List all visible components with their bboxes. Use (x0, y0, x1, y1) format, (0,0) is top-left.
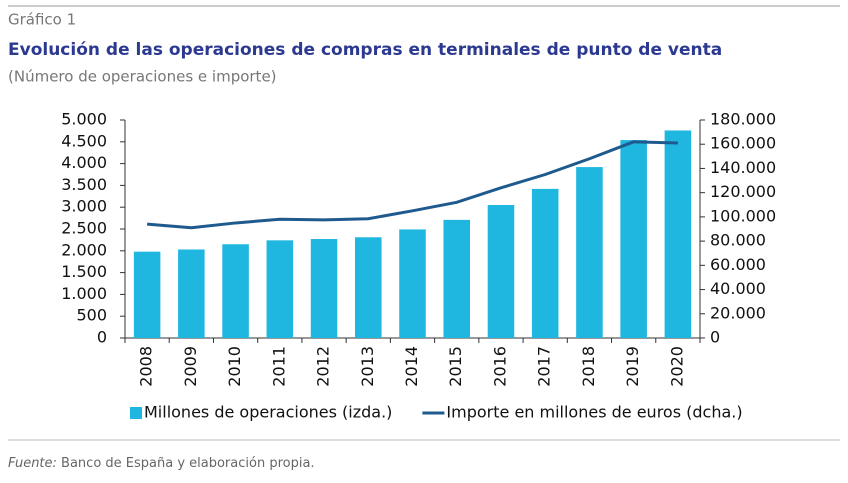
y2-tick-label: 80.000 (710, 231, 766, 250)
x-tick-label: 2011 (269, 346, 288, 387)
y2-tick-label: 100.000 (710, 206, 776, 225)
y-tick-label: 5.000 (61, 110, 107, 129)
y2-tick-label: 140.000 (710, 158, 776, 177)
x-tick-label: 2009 (181, 346, 200, 387)
x-tick-label: 2014 (402, 346, 421, 387)
x-tick-label: 2018 (579, 346, 598, 387)
y-tick-label: 1.500 (61, 262, 107, 281)
x-tick-label: 2019 (623, 346, 642, 387)
bar (576, 167, 603, 338)
y-tick-label: 3.000 (61, 197, 107, 216)
y2-tick-label: 180.000 (710, 110, 776, 129)
figure-label: Gráfico 1 (8, 11, 76, 29)
y-tick-label: 0 (97, 328, 107, 347)
bar (487, 205, 515, 338)
bar (266, 240, 294, 338)
x-tick-label: 2008 (137, 346, 156, 387)
x-tick-label: 2017 (535, 346, 554, 387)
y-tick-label: 3.500 (61, 175, 107, 194)
bar (531, 188, 559, 338)
source: Fuente: Banco de España y elaboración pr… (8, 456, 315, 471)
source-text: Banco de España y elaboración propia. (61, 456, 315, 471)
y2-tick-label: 0 (710, 328, 720, 347)
legend-swatch (130, 407, 142, 419)
y-tick-label: 1.000 (61, 284, 107, 303)
x-tick-label: 2015 (446, 346, 465, 387)
source-label: Fuente: (8, 456, 57, 471)
x-tick-label: 2016 (490, 346, 509, 387)
x-tick-label: 2012 (314, 346, 333, 387)
x-tick-label: 2020 (667, 346, 686, 387)
legend-label: Millones de operaciones (izda.) (144, 403, 392, 422)
y-tick-label: 2.000 (61, 240, 107, 259)
bar (310, 239, 338, 338)
y2-tick-label: 160.000 (710, 134, 776, 153)
bar (133, 251, 161, 338)
x-tick-label: 2013 (358, 346, 377, 387)
y2-tick-label: 120.000 (710, 182, 776, 201)
bar (399, 229, 426, 338)
bar (178, 249, 205, 338)
y2-tick-label: 20.000 (710, 303, 766, 322)
bar (664, 130, 692, 338)
y-tick-label: 4.000 (61, 153, 107, 172)
y2-tick-label: 40.000 (710, 279, 766, 298)
bar (620, 140, 647, 338)
bar (443, 219, 470, 338)
bar (222, 244, 249, 338)
y-tick-label: 500 (76, 306, 107, 325)
line (146, 140, 678, 230)
chart-title: Evolución de las operaciones de compras … (8, 40, 722, 60)
y-tick-label: 4.500 (61, 131, 107, 150)
bar (355, 237, 382, 338)
y2-tick-label: 60.000 (710, 255, 766, 274)
y-tick-label: 2.500 (61, 219, 107, 238)
chart-subtitle: (Número de operaciones e importe) (8, 68, 277, 86)
legend-label: Importe en millones de euros (dcha.) (446, 403, 742, 422)
x-tick-label: 2010 (225, 346, 244, 387)
